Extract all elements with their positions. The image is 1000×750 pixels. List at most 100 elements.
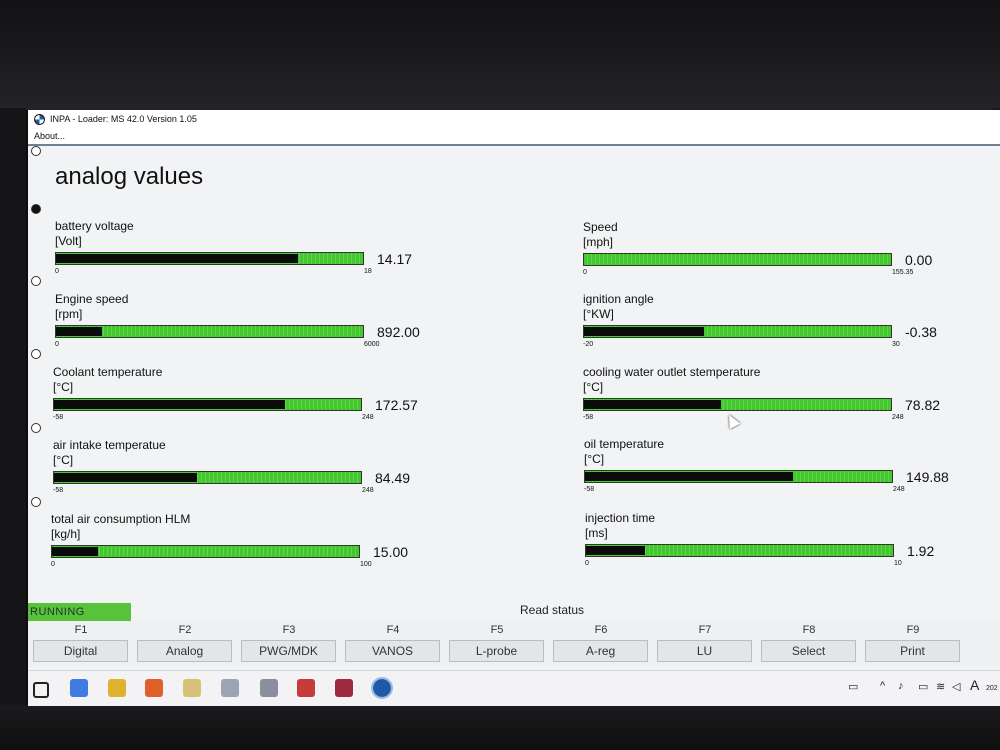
gauge-value: 84.49 [375, 470, 411, 486]
gauge-bar [583, 253, 892, 266]
fkey-button[interactable]: PWG/MDK [241, 640, 336, 662]
gauge-max: 248 [362, 414, 374, 421]
windows-start-icon[interactable] [33, 682, 49, 698]
editor-icon[interactable] [221, 679, 239, 697]
fkey-label: F4 [386, 624, 400, 636]
media-icon[interactable] [335, 679, 353, 697]
gauge-bar [585, 544, 894, 557]
gauge: oil temperature [°C] -58 248 149.88 [584, 437, 964, 503]
gauge: Speed [mph] 0 155.35 0.00 [583, 220, 963, 286]
gauge-unit: [rpm] [55, 307, 83, 321]
gauge-fill [585, 472, 794, 481]
gauge-value: 892.00 [377, 324, 420, 340]
gauge-value: 149.88 [906, 469, 949, 485]
chevron-up-icon[interactable]: ^ [880, 680, 886, 692]
copilot-icon[interactable] [70, 679, 88, 697]
gauge-unit: [°C] [583, 380, 604, 394]
fkey-button[interactable]: Digital [33, 640, 128, 662]
gauge-fill [56, 327, 102, 336]
windows-taskbar: ▭ ^ ♪ ▭ ≋ ◁ A 202 [28, 670, 1000, 706]
fkey-label: F7 [698, 624, 712, 636]
tools-icon[interactable] [260, 679, 278, 697]
analog-values-panel: analog values battery voltage [Volt] 0 18 14… [28, 146, 1000, 601]
calculator-icon[interactable] [297, 679, 315, 697]
fkey-button[interactable]: Select [761, 640, 856, 662]
fkey-button[interactable]: VANOS [345, 640, 440, 662]
gauge-max: 18 [364, 268, 372, 275]
radio-option-3[interactable] [31, 276, 41, 286]
menu-about[interactable]: About... [34, 131, 66, 141]
file-explorer-icon[interactable] [108, 679, 126, 697]
fkey-label: F6 [594, 624, 608, 636]
gauge-unit: [°C] [53, 453, 74, 467]
gauge-bar [53, 471, 362, 484]
keyboard-icon[interactable]: ▭ [848, 681, 859, 693]
radio-option-4[interactable] [31, 349, 41, 359]
fkey-button[interactable]: Analog [137, 640, 232, 662]
fkey-button[interactable]: Print [865, 640, 960, 662]
fkey-label: F5 [490, 624, 504, 636]
gauge-bar [583, 325, 892, 338]
gauge-name: battery voltage [55, 219, 134, 233]
volume-icon[interactable]: ◁ [952, 681, 961, 693]
gauge-value: -0.38 [905, 324, 937, 340]
laptop-bezel-bottom [0, 705, 1000, 750]
gauge-unit: [mph] [583, 235, 614, 249]
page-title: analog values [55, 163, 204, 190]
gauge-min: -20 [583, 341, 594, 348]
gauge-name: Engine speed [55, 292, 129, 306]
gauge-fill [52, 547, 99, 556]
gauge-fill [586, 546, 645, 555]
gauge-min: -58 [53, 487, 64, 494]
gauge: total air consumption HLM [kg/h] 0 100 15.00 [51, 512, 431, 578]
clock-year[interactable]: 202 [986, 685, 998, 692]
gauge: Engine speed [rpm] 0 6000 892.00 [55, 292, 435, 358]
gauge-unit: [°C] [584, 452, 605, 466]
gauge-value: 15.00 [373, 544, 409, 560]
fkey-button[interactable]: L-probe [449, 640, 544, 662]
gauge-name: ignition angle [583, 292, 654, 306]
radio-option-1[interactable] [31, 146, 41, 156]
gauge-max: 10 [894, 560, 902, 567]
gauge-min: -58 [584, 486, 595, 493]
firefox-icon[interactable] [145, 679, 163, 697]
battery-icon[interactable]: ▭ [918, 681, 929, 693]
gauge: cooling water outlet stemperature [°C] -58… [583, 365, 963, 431]
gauge-value: 1.92 [907, 543, 935, 559]
gauge-max: 6000 [364, 341, 380, 348]
fkey-button[interactable]: A-reg [553, 640, 648, 662]
radio-option-5[interactable] [31, 423, 41, 433]
gauge-max: 248 [893, 486, 905, 493]
gauge-bar [583, 398, 892, 411]
gauge-bar [53, 398, 362, 411]
gauge: air intake temperatue [°C] -58 248 84.49 [53, 438, 433, 504]
gauge-value: 172.57 [375, 397, 418, 413]
gauge-name: oil temperature [584, 437, 665, 451]
gauge-name: total air consumption HLM [51, 512, 191, 526]
gauge-bar [55, 252, 364, 265]
gauge-value: 14.17 [377, 251, 413, 267]
wifi-icon[interactable]: ≋ [936, 681, 946, 693]
running-status-badge: RUNNING [28, 603, 131, 622]
gauge: injection time [ms] 0 10 1.92 [585, 511, 965, 577]
gauge-name: injection time [585, 511, 656, 525]
gauge-unit: [°KW] [583, 307, 614, 321]
gauge: ignition angle [°KW] -20 30 -0.38 [583, 292, 963, 358]
fkey-button[interactable]: LU [657, 640, 752, 662]
gauge-bar [55, 325, 364, 338]
notepad-icon[interactable] [183, 679, 201, 697]
laptop-bezel-top [0, 0, 1000, 110]
gauge-min: 0 [51, 561, 55, 568]
bmw-app-icon[interactable] [371, 677, 393, 699]
radio-option-2[interactable] [31, 204, 41, 214]
radio-option-6[interactable] [31, 497, 41, 507]
function-key-bar: F1 Digital F2 Analog F3 PWG/MDK F4 VANOS F5 L-pro… [28, 621, 1000, 667]
gauge-fill [56, 254, 298, 263]
gauge-max: 248 [892, 414, 904, 421]
window-titlebar[interactable]: INPA - Loader: MS 42.0 Version 1.05 [28, 110, 1000, 130]
gauge-min: 0 [55, 341, 59, 348]
network-icon[interactable]: ♪ [898, 680, 904, 692]
gauge-name: Coolant temperature [53, 365, 163, 379]
language-indicator[interactable]: A [970, 677, 980, 693]
status-bar: RUNNING Read status [28, 601, 1000, 622]
